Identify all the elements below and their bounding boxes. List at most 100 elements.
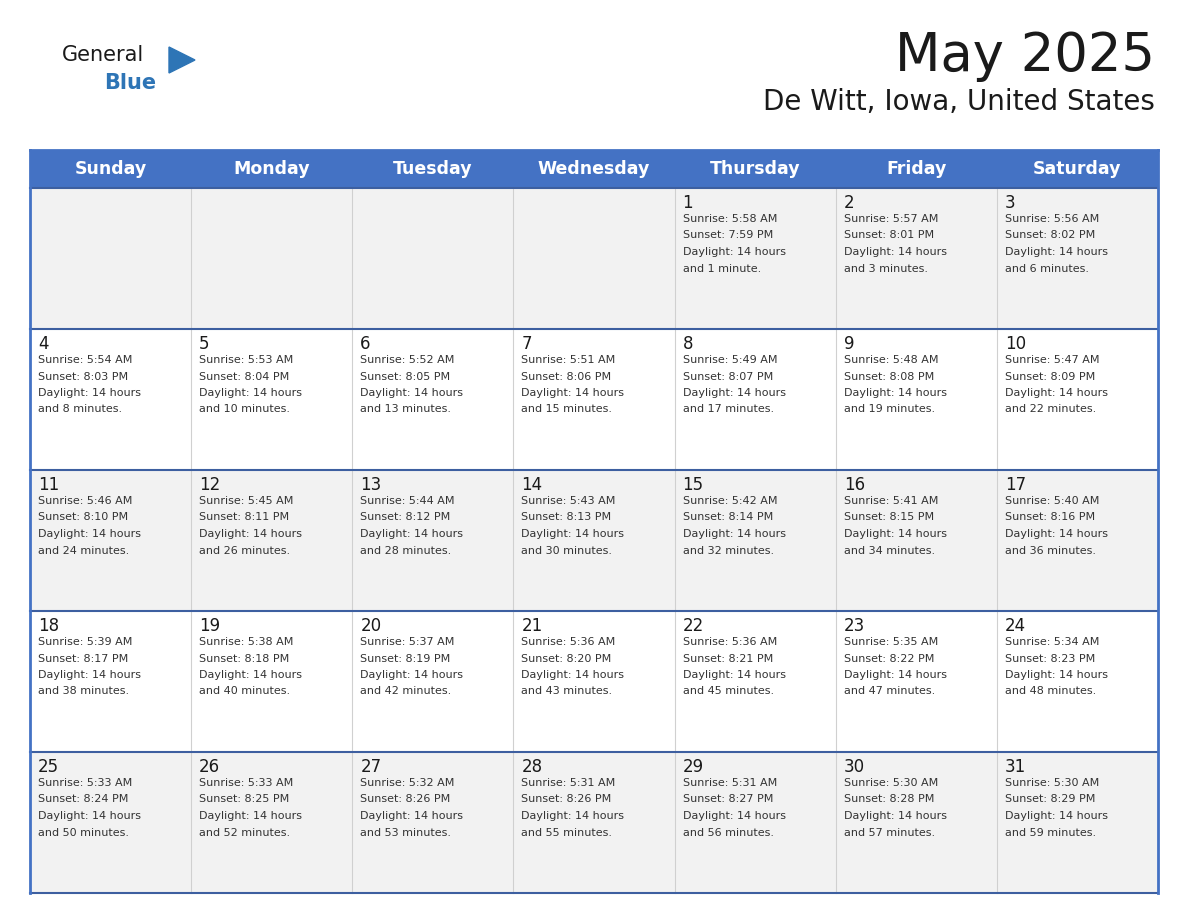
Text: Sunset: 8:02 PM: Sunset: 8:02 PM <box>1005 230 1095 241</box>
Text: Sunset: 8:08 PM: Sunset: 8:08 PM <box>843 372 934 382</box>
Text: 11: 11 <box>38 476 59 494</box>
Bar <box>30 470 191 611</box>
Text: and 53 minutes.: and 53 minutes. <box>360 827 451 837</box>
Text: Sunrise: 5:47 AM: Sunrise: 5:47 AM <box>1005 355 1099 365</box>
Text: 2: 2 <box>843 194 854 212</box>
Text: Daylight: 14 hours: Daylight: 14 hours <box>360 670 463 680</box>
Text: Sunrise: 5:38 AM: Sunrise: 5:38 AM <box>200 637 293 647</box>
Text: 10: 10 <box>1005 335 1026 353</box>
Text: Sunrise: 5:32 AM: Sunrise: 5:32 AM <box>360 778 455 788</box>
Text: Sunset: 8:26 PM: Sunset: 8:26 PM <box>522 794 612 804</box>
Text: Saturday: Saturday <box>1034 160 1121 178</box>
Text: De Witt, Iowa, United States: De Witt, Iowa, United States <box>763 88 1155 116</box>
Bar <box>30 188 191 329</box>
Bar <box>675 188 835 329</box>
Text: 1: 1 <box>683 194 693 212</box>
Text: Sunset: 8:10 PM: Sunset: 8:10 PM <box>38 512 128 522</box>
Text: and 52 minutes.: and 52 minutes. <box>200 827 290 837</box>
Bar <box>997 611 1158 752</box>
Bar <box>30 150 1158 188</box>
Text: Sunset: 7:59 PM: Sunset: 7:59 PM <box>683 230 773 241</box>
Text: Sunrise: 5:33 AM: Sunrise: 5:33 AM <box>200 778 293 788</box>
Bar <box>191 329 353 470</box>
Text: 13: 13 <box>360 476 381 494</box>
Bar <box>513 611 675 752</box>
Text: and 45 minutes.: and 45 minutes. <box>683 687 773 697</box>
Text: Daylight: 14 hours: Daylight: 14 hours <box>683 247 785 257</box>
Text: and 17 minutes.: and 17 minutes. <box>683 405 773 415</box>
Text: 12: 12 <box>200 476 221 494</box>
Text: and 36 minutes.: and 36 minutes. <box>1005 545 1095 555</box>
Text: Sunrise: 5:34 AM: Sunrise: 5:34 AM <box>1005 637 1099 647</box>
Text: Daylight: 14 hours: Daylight: 14 hours <box>683 670 785 680</box>
Text: Sunrise: 5:44 AM: Sunrise: 5:44 AM <box>360 496 455 506</box>
Text: Daylight: 14 hours: Daylight: 14 hours <box>360 811 463 821</box>
Text: Sunset: 8:07 PM: Sunset: 8:07 PM <box>683 372 773 382</box>
Bar <box>191 188 353 329</box>
Text: 8: 8 <box>683 335 693 353</box>
Text: Sunset: 8:29 PM: Sunset: 8:29 PM <box>1005 794 1095 804</box>
Bar <box>191 470 353 611</box>
Text: Sunrise: 5:53 AM: Sunrise: 5:53 AM <box>200 355 293 365</box>
Text: Sunset: 8:18 PM: Sunset: 8:18 PM <box>200 654 290 664</box>
Bar <box>513 470 675 611</box>
Text: 26: 26 <box>200 758 220 776</box>
Text: Sunset: 8:17 PM: Sunset: 8:17 PM <box>38 654 128 664</box>
Text: Daylight: 14 hours: Daylight: 14 hours <box>683 811 785 821</box>
Text: Sunset: 8:01 PM: Sunset: 8:01 PM <box>843 230 934 241</box>
Text: Daylight: 14 hours: Daylight: 14 hours <box>38 811 141 821</box>
Text: and 28 minutes.: and 28 minutes. <box>360 545 451 555</box>
Text: Sunset: 8:19 PM: Sunset: 8:19 PM <box>360 654 450 664</box>
Text: Sunrise: 5:54 AM: Sunrise: 5:54 AM <box>38 355 132 365</box>
Bar <box>835 188 997 329</box>
Text: Daylight: 14 hours: Daylight: 14 hours <box>38 388 141 398</box>
Bar <box>353 470 513 611</box>
Text: Sunrise: 5:42 AM: Sunrise: 5:42 AM <box>683 496 777 506</box>
Bar <box>191 611 353 752</box>
Text: Sunrise: 5:56 AM: Sunrise: 5:56 AM <box>1005 214 1099 224</box>
Text: Sunset: 8:04 PM: Sunset: 8:04 PM <box>200 372 290 382</box>
Text: Sunset: 8:15 PM: Sunset: 8:15 PM <box>843 512 934 522</box>
Text: Tuesday: Tuesday <box>393 160 473 178</box>
Text: and 42 minutes.: and 42 minutes. <box>360 687 451 697</box>
Text: and 48 minutes.: and 48 minutes. <box>1005 687 1097 697</box>
Text: Daylight: 14 hours: Daylight: 14 hours <box>522 388 625 398</box>
Text: Sunset: 8:24 PM: Sunset: 8:24 PM <box>38 794 128 804</box>
Text: Sunset: 8:14 PM: Sunset: 8:14 PM <box>683 512 773 522</box>
Text: 15: 15 <box>683 476 703 494</box>
Text: and 32 minutes.: and 32 minutes. <box>683 545 773 555</box>
Text: 4: 4 <box>38 335 49 353</box>
Bar <box>513 752 675 893</box>
Bar <box>997 752 1158 893</box>
Text: and 38 minutes.: and 38 minutes. <box>38 687 129 697</box>
Text: 5: 5 <box>200 335 209 353</box>
Text: and 1 minute.: and 1 minute. <box>683 263 760 274</box>
Text: Sunrise: 5:36 AM: Sunrise: 5:36 AM <box>683 637 777 647</box>
Text: Sunrise: 5:31 AM: Sunrise: 5:31 AM <box>522 778 615 788</box>
Text: and 15 minutes.: and 15 minutes. <box>522 405 613 415</box>
Text: Sunset: 8:11 PM: Sunset: 8:11 PM <box>200 512 289 522</box>
Text: Daylight: 14 hours: Daylight: 14 hours <box>843 247 947 257</box>
Text: and 57 minutes.: and 57 minutes. <box>843 827 935 837</box>
Text: 3: 3 <box>1005 194 1016 212</box>
Bar <box>353 752 513 893</box>
Text: and 43 minutes.: and 43 minutes. <box>522 687 613 697</box>
Text: Daylight: 14 hours: Daylight: 14 hours <box>1005 811 1108 821</box>
Text: General: General <box>62 45 144 65</box>
Text: Sunset: 8:06 PM: Sunset: 8:06 PM <box>522 372 612 382</box>
Bar <box>353 329 513 470</box>
Text: Sunset: 8:22 PM: Sunset: 8:22 PM <box>843 654 934 664</box>
Text: and 24 minutes.: and 24 minutes. <box>38 545 129 555</box>
Text: Daylight: 14 hours: Daylight: 14 hours <box>843 670 947 680</box>
Text: Blue: Blue <box>105 73 156 93</box>
Text: Sunset: 8:03 PM: Sunset: 8:03 PM <box>38 372 128 382</box>
Text: Sunrise: 5:40 AM: Sunrise: 5:40 AM <box>1005 496 1099 506</box>
Text: 25: 25 <box>38 758 59 776</box>
Text: Wednesday: Wednesday <box>538 160 650 178</box>
Text: Monday: Monday <box>233 160 310 178</box>
Text: 19: 19 <box>200 617 220 635</box>
Text: 29: 29 <box>683 758 703 776</box>
Text: 21: 21 <box>522 617 543 635</box>
Bar <box>353 611 513 752</box>
Text: Sunset: 8:28 PM: Sunset: 8:28 PM <box>843 794 934 804</box>
